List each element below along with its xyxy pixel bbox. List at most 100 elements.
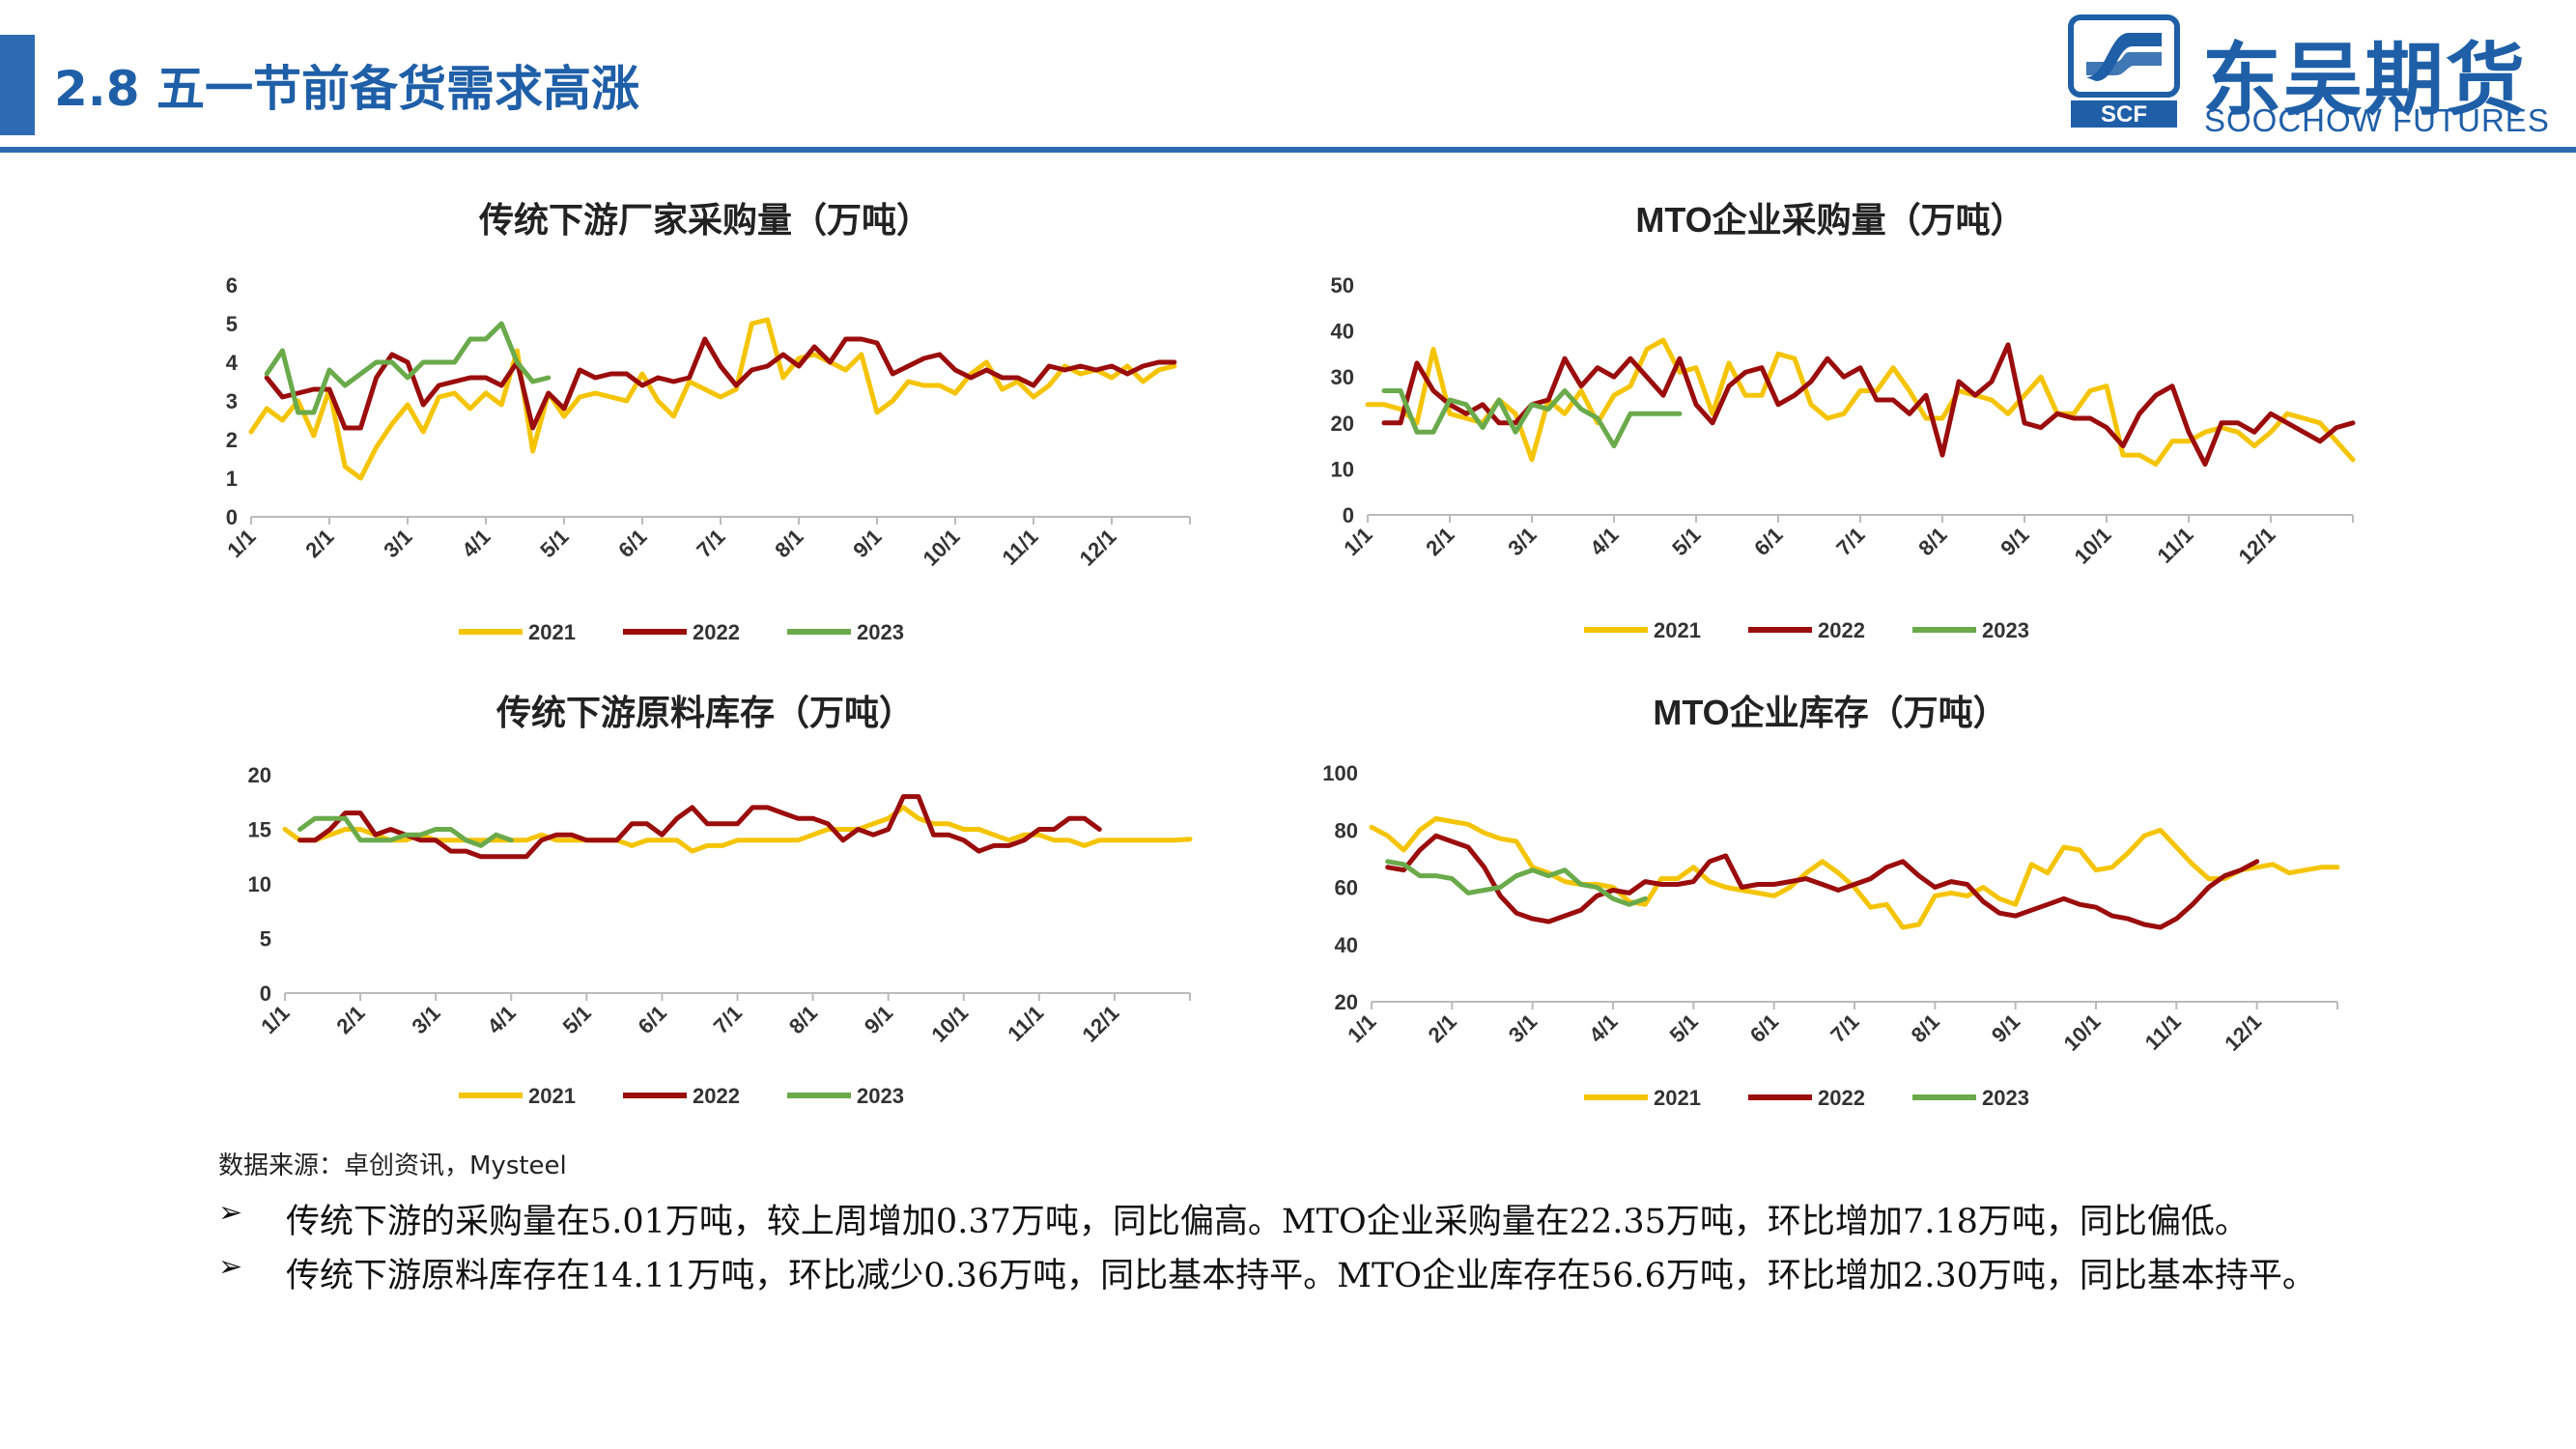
series-line-2021	[1365, 337, 2356, 468]
y-tick-label: 0	[260, 981, 271, 1006]
x-tick-label: 9/1	[860, 1001, 897, 1038]
x-tick-label: 4/1	[1585, 523, 1623, 560]
legend-label-2021: 2021	[528, 1084, 576, 1108]
slide-title: 2.8 五一节前备货需求高涨	[54, 61, 639, 117]
summary-bullet: ➢ 传统下游原料库存在14.11万吨，环比减少0.36万吨，同比基本持平。MTO…	[218, 1248, 2517, 1302]
x-tick-label: 10/1	[2070, 523, 2116, 569]
chart-traditional-inventory: 传统下游原料库存（万吨） 0 5 10 15 20 1/1 2/1 3/1 4/1 5/1 6/1 7/…	[193, 686, 1217, 1130]
summary-bullet-text: 传统下游原料库存在14.11万吨，环比减少0.36万吨，同比基本持平。MTO企业…	[286, 1257, 2316, 1295]
x-tick-label: 7/1	[1831, 523, 1869, 560]
logo-chinese-name: 东吴期货	[2202, 35, 2528, 127]
x-tick-label: 2/1	[1424, 1009, 1461, 1047]
logo-mark-text: SCF	[2101, 101, 2147, 128]
chart-title: MTO企业库存（万吨）	[1653, 693, 2007, 732]
y-tick-label: 50	[1331, 273, 1354, 298]
chart-traditional-inventory-svg: 传统下游原料库存（万吨） 0 5 10 15 20 1/1 2/1 3/1 4/1 5/1 6/1 7/…	[248, 693, 1193, 1108]
legend-label-2023: 2023	[1982, 1086, 2029, 1110]
y-tick-label: 40	[1331, 320, 1354, 344]
summary-bullet: ➢ 传统下游的采购量在5.01万吨，较上周增加0.37万吨，同比偏高。MTO企业…	[218, 1194, 2517, 1248]
chart-title: 传统下游原料库存（万吨）	[495, 693, 914, 732]
y-tick-label: 100	[1322, 761, 1358, 785]
x-tick-label: 6/1	[634, 1001, 671, 1038]
x-tick-label: 3/1	[379, 525, 416, 562]
y-tick-label: 80	[1335, 818, 1358, 842]
scf-logo-icon: SCF	[2068, 14, 2180, 128]
legend-label-2022: 2022	[1818, 1086, 1865, 1110]
chart-mto-inventory-svg: MTO企业库存（万吨） 20 40 60 80 100 1/1 2/1 3/1 4/1 5/1 6/1…	[1322, 693, 2340, 1110]
summary-bullets: ➢ 传统下游的采购量在5.01万吨，较上周增加0.37万吨，同比偏高。MTO企业…	[218, 1194, 2517, 1302]
series-line-2023	[1385, 859, 1648, 907]
x-tick-label: 8/1	[1907, 1009, 1944, 1047]
x-tick-label: 4/1	[1584, 1009, 1622, 1047]
y-tick-label: 30	[1331, 365, 1354, 389]
series-line-2022	[297, 794, 1102, 860]
legend-label-2021: 2021	[1654, 1086, 1701, 1110]
x-tick-label: 6/1	[1745, 1009, 1783, 1047]
y-tick-label: 60	[1335, 876, 1358, 900]
series-line-2021	[1369, 815, 2340, 930]
series-line-2021	[248, 317, 1177, 481]
y-tick-label: 20	[248, 763, 271, 787]
legend-label-2023: 2023	[1982, 618, 2029, 642]
legend-label-2022: 2022	[693, 1084, 740, 1108]
x-tick-label: 4/1	[482, 1001, 520, 1038]
x-tick-label: 12/1	[2234, 523, 2280, 569]
x-tick-label: 6/1	[613, 525, 651, 562]
x-tick-label: 8/1	[784, 1001, 822, 1038]
bullet-arrow-icon: ➢	[218, 1196, 243, 1230]
chart-mto-inventory: MTO企业库存（万吨） 20 40 60 80 100 1/1 2/1 3/1 4/1 5/1 6/1…	[1285, 686, 2376, 1130]
y-tick-label: 20	[1331, 412, 1354, 436]
x-tick-label: 1/1	[1343, 1009, 1380, 1047]
series-line-2023	[264, 321, 552, 415]
x-tick-label: 7/1	[709, 1001, 747, 1038]
y-tick-label: 40	[1335, 933, 1358, 957]
series-line-2022	[1381, 342, 2356, 468]
title-accent-bar	[0, 35, 35, 135]
x-tick-label: 11/1	[997, 525, 1042, 570]
header-divider	[0, 147, 2576, 153]
x-tick-label: 6/1	[1749, 523, 1787, 560]
legend-label-2021: 2021	[528, 620, 576, 644]
legend-label-2022: 2022	[693, 620, 740, 644]
x-tick-label: 7/1	[1826, 1009, 1863, 1047]
x-tick-label: 3/1	[1503, 523, 1541, 560]
chart-mto-purchase-svg: MTO企业采购量（万吨） 0 10 20 30 40 50 1/1 2/1 3/1 4/1 5/1 6/…	[1331, 200, 2356, 642]
x-tick-label: 8/1	[1913, 523, 1951, 560]
series-line-2022	[1385, 833, 2260, 930]
chart-traditional-purchase-svg: 传统下游厂家采购量（万吨） 0 1 2 3 4 5 6 1/1 2/1 3/1 4/1 5/1 6/1 7/…	[222, 200, 1191, 644]
series-line-2023	[297, 815, 514, 848]
chart-traditional-purchase: 传统下游厂家采购量（万吨） 0 1 2 3 4 5 6 1/1 2/1 3/1 4/1 5/1 6/1 7/…	[193, 193, 1217, 667]
x-tick-label: 9/1	[848, 525, 886, 562]
y-tick-label: 10	[248, 872, 271, 896]
company-logo: SCF 东吴期货 SOOCHOW FUTURES	[2067, 14, 2560, 138]
x-tick-label: 9/1	[1987, 1009, 2024, 1047]
x-tick-label: 5/1	[1667, 523, 1705, 560]
x-tick-label: 11/1	[2152, 523, 2197, 568]
x-tick-label: 2/1	[300, 525, 338, 562]
x-tick-label: 7/1	[692, 525, 729, 562]
legend-label-2021: 2021	[1654, 618, 1701, 642]
x-tick-label: 2/1	[1421, 523, 1458, 560]
logo-english-name: SOOCHOW FUTURES	[2204, 102, 2550, 138]
x-tick-label: 1/1	[222, 525, 260, 562]
y-tick-label: 6	[226, 273, 238, 298]
x-tick-label: 11/1	[2140, 1009, 2186, 1055]
chart-title: 传统下游厂家采购量（万吨）	[478, 200, 931, 240]
x-tick-label: 3/1	[1504, 1009, 1542, 1047]
x-tick-label: 3/1	[407, 1001, 444, 1038]
y-tick-label: 0	[226, 505, 238, 529]
y-tick-label: 5	[260, 927, 271, 952]
x-tick-label: 12/1	[1075, 525, 1121, 571]
y-tick-label: 2	[226, 428, 238, 452]
chart-mto-purchase: MTO企业采购量（万吨） 0 10 20 30 40 50 1/1 2/1 3/1 4/1 5/1 6/…	[1285, 193, 2376, 667]
y-tick-label: 1	[226, 467, 238, 491]
x-tick-label: 5/1	[1665, 1009, 1703, 1047]
y-tick-label: 20	[1335, 990, 1358, 1014]
x-tick-label: 11/1	[1003, 1001, 1048, 1046]
x-tick-label: 4/1	[457, 525, 495, 562]
x-tick-label: 2/1	[331, 1001, 369, 1038]
x-tick-label: 1/1	[256, 1001, 294, 1038]
x-tick-label: 10/1	[926, 1001, 973, 1047]
x-tick-label: 5/1	[558, 1001, 596, 1038]
x-tick-label: 10/1	[919, 525, 965, 571]
